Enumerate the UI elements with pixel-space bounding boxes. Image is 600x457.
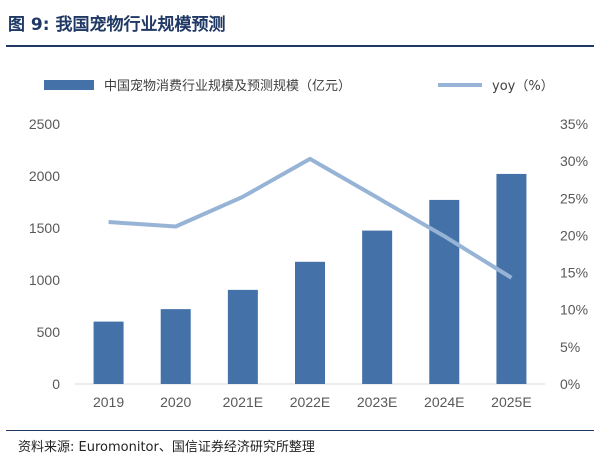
legend: 中国宠物消费行业规模及预测规模（亿元） yoy（%） <box>44 78 554 94</box>
right-axis-tick-label: 30% <box>560 153 588 169</box>
source-rule <box>6 430 594 431</box>
chart-canvas: 中国宠物消费行业规模及预测规模（亿元） yoy（%） 0 500 1000 1500 2… <box>29 78 588 410</box>
right-axis-tick-label: 5% <box>560 339 580 355</box>
right-axis-tick-label: 35% <box>560 116 588 132</box>
left-axis-tick-label: 2000 <box>29 168 60 184</box>
right-axis-tick-label: 15% <box>560 265 588 281</box>
legend-line-label: yoy（%） <box>492 79 554 94</box>
bar <box>160 309 191 384</box>
x-axis-tick-label: 2023E <box>357 394 397 410</box>
x-axis-tick-label: 2021E <box>223 394 263 410</box>
bar <box>496 173 527 384</box>
left-axis-tick-label: 1500 <box>29 220 60 236</box>
figure-title: 图 9: 我国宠物行业规模预测 <box>8 15 226 35</box>
right-axis-tick-label: 25% <box>560 190 588 206</box>
title-rule <box>6 45 594 47</box>
right-axis-tick-label: 0% <box>560 376 580 392</box>
x-axis-tick-label: 2019 <box>93 394 124 410</box>
legend-bar-swatch <box>44 80 94 90</box>
right-axis-tick-label: 10% <box>560 302 588 318</box>
x-axis-tick-label: 2025E <box>491 394 531 410</box>
left-axis-tick-label: 500 <box>37 324 61 340</box>
left-axis-tick-label: 0 <box>52 376 60 392</box>
x-axis-tick-label: 2024E <box>424 394 464 410</box>
plot-area: 0 500 1000 1500 2000 2500 0% 5% 10% 15% 20% 25% 30% 3… <box>29 116 588 410</box>
source-note: 资料来源: Euromonitor、国信证券经济研究所整理 <box>18 440 315 455</box>
bar <box>227 289 258 384</box>
bar <box>362 230 393 384</box>
left-axis-tick-label: 1000 <box>29 272 60 288</box>
bar <box>295 261 325 384</box>
left-axis-tick-label: 2500 <box>29 116 60 132</box>
x-axis-tick-label: 2022E <box>290 394 330 410</box>
legend-bar-label: 中国宠物消费行业规模及预测规模（亿元） <box>104 78 351 94</box>
x-axis-tick-label: 2020 <box>160 394 191 410</box>
yoy-line <box>108 156 513 280</box>
right-axis-tick-label: 20% <box>560 227 588 243</box>
bar <box>429 199 460 384</box>
bar <box>93 321 124 384</box>
